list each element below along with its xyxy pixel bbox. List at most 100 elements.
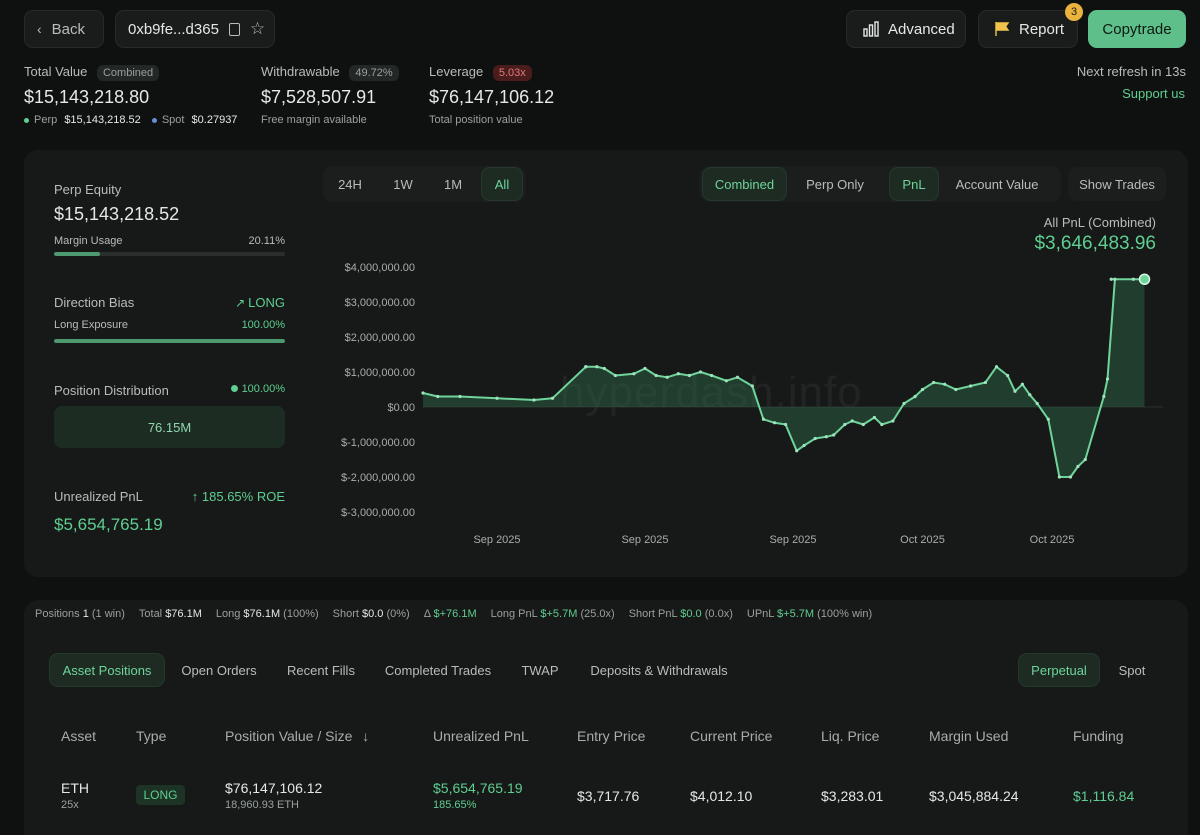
pnl-point bbox=[920, 387, 925, 392]
stat-label: UPnL bbox=[746, 608, 778, 620]
range-all[interactable]: All bbox=[481, 167, 523, 201]
pnl-chart[interactable]: $4,000,000.00 $3,000,000.00 $2,000,000.00 $… bbox=[318, 255, 1178, 555]
stat-label: Long PnL bbox=[490, 608, 541, 620]
pnl-total-value: $3,646,483.96 bbox=[1034, 233, 1156, 254]
margin-usage-value: 20.11% bbox=[248, 235, 286, 247]
header-position-value[interactable]: Position Value / Size ↓ bbox=[225, 728, 369, 744]
support-link[interactable]: Support us bbox=[1122, 86, 1185, 101]
stat-value: $+76.1M bbox=[433, 608, 477, 620]
pnl-area bbox=[423, 279, 1145, 477]
stat-item: Long $76.1M (100%) bbox=[216, 608, 319, 620]
pnl-point bbox=[724, 379, 728, 383]
position-distribution-label: Position Distribution bbox=[54, 383, 169, 398]
stat-value: $0.0 bbox=[680, 608, 702, 620]
back-button[interactable]: ‹ Back bbox=[24, 10, 104, 48]
flag-icon bbox=[995, 22, 1010, 36]
withdrawable-sub: Free margin available bbox=[261, 114, 367, 126]
y-tick-label: $-2,000,000.00 bbox=[341, 472, 415, 484]
wallet-address: 0xb9fe...d365 bbox=[128, 20, 219, 38]
range-1w[interactable]: 1W bbox=[393, 176, 413, 192]
stat-item: Positions 1 (1 win) bbox=[35, 608, 125, 620]
copy-icon[interactable] bbox=[228, 22, 240, 36]
pnl-point bbox=[813, 436, 817, 441]
row-current-price: $4,012.10 bbox=[690, 788, 753, 804]
pnl-point bbox=[932, 380, 936, 385]
header-current-price[interactable]: Current Price bbox=[690, 728, 773, 744]
pnl-point bbox=[943, 382, 947, 386]
pnl-current-point bbox=[1138, 273, 1151, 285]
row-unrealized-pnl: $5,654,765.19 bbox=[433, 780, 523, 796]
stat-item: UPnL $+5.7M (100% win) bbox=[747, 608, 872, 620]
withdrawable-title: Withdrawable bbox=[261, 64, 340, 79]
tab-open-orders[interactable]: Open Orders bbox=[181, 662, 257, 678]
pnl-point bbox=[1020, 382, 1024, 386]
long-exposure-fill bbox=[54, 339, 285, 343]
row-unrealized-pct: 185.65% bbox=[433, 799, 477, 811]
mode-combined[interactable]: Combined bbox=[702, 167, 787, 201]
pnl-line bbox=[422, 278, 1145, 478]
advanced-button[interactable]: Advanced bbox=[846, 10, 966, 48]
tab-spot[interactable]: Spot bbox=[1118, 662, 1146, 678]
show-trades-toggle[interactable]: Show Trades bbox=[1068, 167, 1166, 201]
back-label: Back bbox=[51, 20, 86, 38]
perp-equity-value: $15,143,218.52 bbox=[54, 204, 180, 224]
header-asset[interactable]: Asset bbox=[61, 728, 97, 744]
pnl-point bbox=[632, 372, 636, 376]
overview-card bbox=[24, 150, 1188, 577]
address-chip: 0xb9fe...d365 ☆ bbox=[115, 10, 275, 48]
direction-bias-label: Direction Bias bbox=[54, 295, 135, 310]
pnl-point bbox=[1028, 393, 1032, 397]
stat-label: Short PnL bbox=[628, 608, 681, 620]
perp-equity-label: Perp Equity bbox=[54, 182, 122, 197]
header-margin-used[interactable]: Margin Used bbox=[929, 728, 1009, 744]
header-liq-price[interactable]: Liq. Price bbox=[821, 728, 880, 744]
pnl-point bbox=[602, 366, 606, 371]
pnl-point bbox=[1013, 389, 1017, 393]
range-1m[interactable]: 1M bbox=[443, 176, 463, 192]
pnl-point bbox=[654, 373, 658, 378]
metric-account-value[interactable]: Account Value bbox=[955, 176, 1039, 192]
spot-label: Spot bbox=[161, 114, 185, 126]
total-value-label: Total Value Combined bbox=[24, 64, 160, 81]
position-distribution-bar[interactable]: 76.15M bbox=[54, 406, 285, 448]
range-24h[interactable]: 24H bbox=[338, 176, 362, 192]
copytrade-button[interactable]: Copytrade bbox=[1088, 10, 1186, 48]
withdrawable-label: Withdrawable 49.72% bbox=[261, 64, 399, 81]
y-tick-label: $0.00 bbox=[387, 402, 415, 414]
metric-pnl[interactable]: PnL bbox=[889, 167, 939, 201]
direction-bias-text: LONG bbox=[248, 295, 285, 310]
pnl-point bbox=[983, 380, 988, 385]
margin-usage-bar bbox=[54, 252, 285, 256]
direction-bias-value: ↗ LONG bbox=[200, 295, 285, 310]
tab-completed-trades[interactable]: Completed Trades bbox=[384, 662, 492, 678]
total-value-title: Total Value bbox=[24, 64, 88, 79]
tab-deposits-withdrawals[interactable]: Deposits & Withdrawals bbox=[590, 662, 728, 678]
stat-extra: (100%) bbox=[280, 608, 319, 620]
mode-perp-only[interactable]: Perp Only bbox=[806, 176, 864, 192]
arrow-up-icon: ↑ bbox=[191, 489, 199, 504]
stat-value: $76.1M bbox=[165, 608, 202, 620]
tab-recent-fills[interactable]: Recent Fills bbox=[287, 662, 355, 678]
perp-label: Perp bbox=[34, 114, 58, 126]
header-unrealized-pnl[interactable]: Unrealized PnL bbox=[433, 728, 529, 744]
report-label: Report bbox=[1019, 20, 1065, 38]
stat-value: 1 bbox=[82, 608, 89, 620]
stat-extra: (0.0x) bbox=[701, 608, 733, 620]
pnl-point bbox=[584, 365, 588, 369]
pnl-point bbox=[1076, 464, 1080, 469]
stat-item: Long PnL $+5.7M (25.0x) bbox=[491, 608, 615, 620]
pnl-point bbox=[1102, 394, 1106, 399]
stat-value: $0.0 bbox=[362, 608, 384, 620]
tab-perpetual[interactable]: Perpetual bbox=[1018, 653, 1100, 687]
tab-asset-positions[interactable]: Asset Positions bbox=[49, 653, 165, 687]
star-icon[interactable]: ☆ bbox=[249, 19, 266, 38]
row-asset[interactable]: ETH bbox=[61, 780, 89, 796]
tab-twap[interactable]: TWAP bbox=[521, 662, 559, 678]
header-funding[interactable]: Funding bbox=[1073, 728, 1124, 744]
header-type[interactable]: Type bbox=[136, 728, 167, 744]
pnl-point bbox=[784, 422, 788, 427]
row-entry-price: $3,717.76 bbox=[577, 788, 640, 804]
stat-label: Short bbox=[332, 608, 363, 620]
header-entry-price[interactable]: Entry Price bbox=[577, 728, 646, 744]
report-button[interactable]: Report bbox=[978, 10, 1078, 48]
